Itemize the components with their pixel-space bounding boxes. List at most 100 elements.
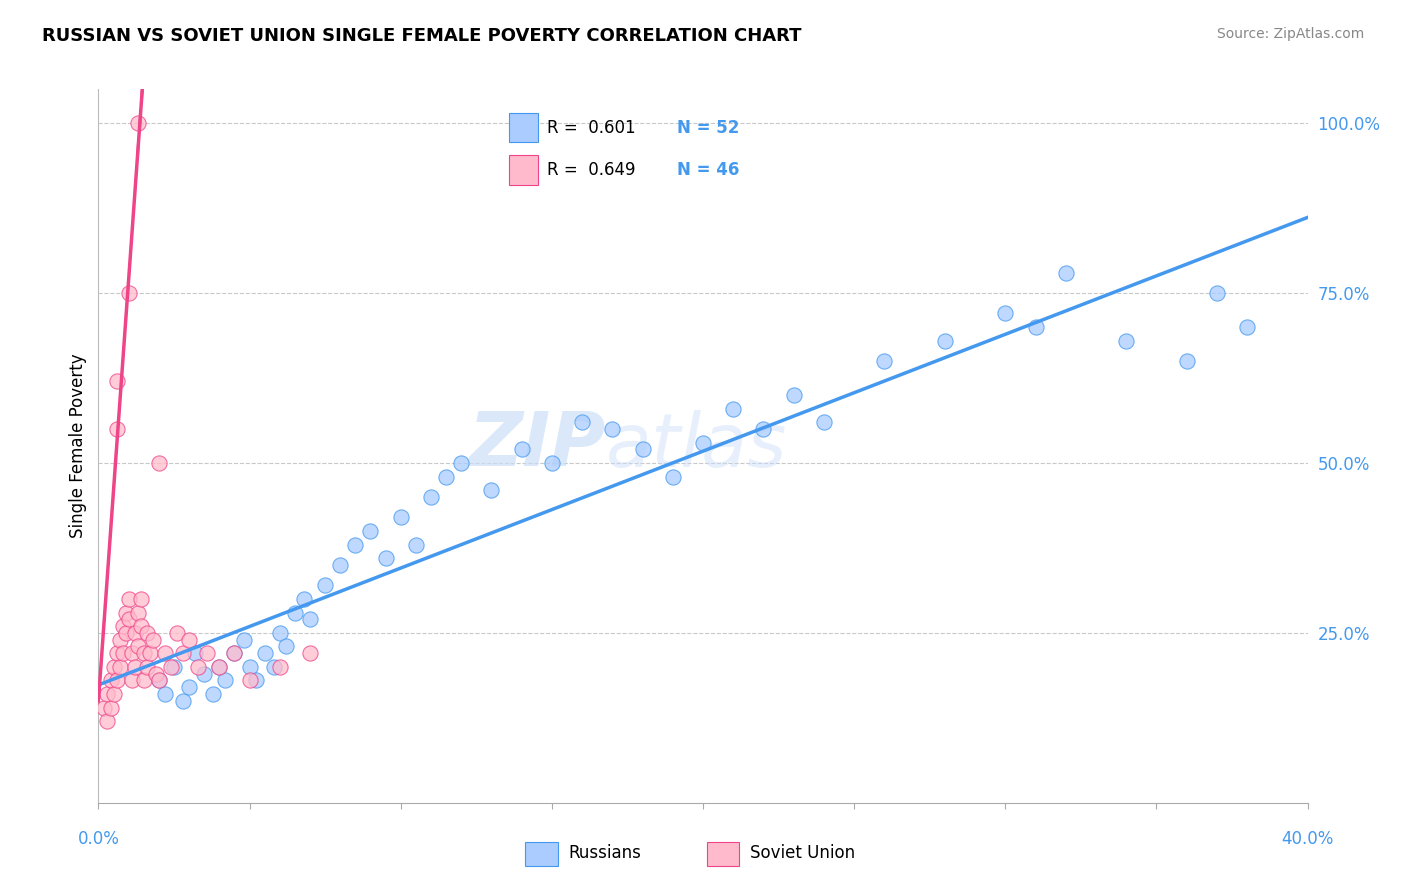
Point bbox=[108, 660, 131, 674]
Point bbox=[179, 680, 201, 694]
Point bbox=[208, 660, 231, 674]
Text: 40.0%: 40.0% bbox=[1281, 830, 1334, 848]
Point bbox=[105, 646, 128, 660]
Point bbox=[434, 469, 457, 483]
Point bbox=[1175, 354, 1198, 368]
Point bbox=[214, 673, 236, 688]
Point bbox=[692, 435, 714, 450]
Point bbox=[269, 660, 291, 674]
Point bbox=[187, 660, 209, 674]
Point bbox=[274, 640, 297, 654]
Point bbox=[105, 422, 128, 436]
Point bbox=[172, 694, 194, 708]
Point bbox=[108, 632, 131, 647]
Point bbox=[208, 660, 231, 674]
Point bbox=[314, 578, 336, 592]
Point bbox=[224, 646, 246, 660]
Point bbox=[184, 646, 207, 660]
Point bbox=[1236, 320, 1258, 334]
Point bbox=[232, 632, 254, 647]
Point bbox=[153, 687, 176, 701]
Point bbox=[172, 646, 194, 660]
Point bbox=[783, 388, 806, 402]
Point bbox=[1024, 320, 1046, 334]
Point bbox=[127, 640, 149, 654]
Point bbox=[124, 660, 146, 674]
Point bbox=[1115, 334, 1137, 348]
Point bbox=[263, 660, 285, 674]
Point bbox=[389, 510, 412, 524]
Point bbox=[239, 660, 262, 674]
Point bbox=[100, 700, 122, 714]
Point bbox=[163, 660, 186, 674]
Point bbox=[148, 456, 170, 470]
Point bbox=[100, 673, 122, 688]
Point bbox=[420, 490, 443, 504]
Point bbox=[148, 673, 170, 688]
Point bbox=[269, 626, 291, 640]
Point bbox=[631, 442, 654, 457]
Point bbox=[239, 673, 262, 688]
Point bbox=[148, 673, 170, 688]
Point bbox=[145, 666, 167, 681]
Point bbox=[103, 660, 125, 674]
Point bbox=[360, 524, 382, 538]
Point bbox=[450, 456, 472, 470]
Point bbox=[132, 646, 155, 660]
Point bbox=[1054, 266, 1077, 280]
Point bbox=[129, 619, 152, 633]
Point bbox=[510, 442, 533, 457]
Point bbox=[224, 646, 246, 660]
Point bbox=[111, 646, 134, 660]
Point bbox=[118, 612, 141, 626]
Point bbox=[114, 606, 136, 620]
Text: 0.0%: 0.0% bbox=[77, 830, 120, 848]
Point bbox=[202, 687, 225, 701]
Point bbox=[96, 687, 118, 701]
Point bbox=[245, 673, 267, 688]
Point bbox=[129, 591, 152, 606]
Point bbox=[135, 660, 157, 674]
Point bbox=[374, 551, 396, 566]
Text: Source: ZipAtlas.com: Source: ZipAtlas.com bbox=[1216, 27, 1364, 41]
Point bbox=[299, 646, 322, 660]
Point bbox=[139, 646, 162, 660]
Point bbox=[723, 401, 745, 416]
Point bbox=[405, 537, 427, 551]
Point bbox=[118, 286, 141, 301]
Point bbox=[253, 646, 276, 660]
Point bbox=[153, 646, 176, 660]
Point bbox=[132, 673, 155, 688]
Point bbox=[292, 591, 315, 606]
Point bbox=[118, 591, 141, 606]
Point bbox=[602, 422, 624, 436]
Text: RUSSIAN VS SOVIET UNION SINGLE FEMALE POVERTY CORRELATION CHART: RUSSIAN VS SOVIET UNION SINGLE FEMALE PO… bbox=[42, 27, 801, 45]
Point bbox=[127, 606, 149, 620]
Point bbox=[105, 673, 128, 688]
Point bbox=[284, 606, 307, 620]
Point bbox=[752, 422, 775, 436]
Point bbox=[195, 646, 218, 660]
Text: ZIP: ZIP bbox=[470, 409, 606, 483]
Point bbox=[160, 660, 183, 674]
Point bbox=[111, 619, 134, 633]
Point bbox=[114, 626, 136, 640]
Point bbox=[994, 306, 1017, 320]
Point bbox=[571, 415, 593, 429]
Point bbox=[329, 558, 352, 572]
Y-axis label: Single Female Poverty: Single Female Poverty bbox=[69, 354, 87, 538]
Point bbox=[93, 700, 115, 714]
Point bbox=[142, 632, 165, 647]
Point bbox=[661, 469, 683, 483]
Point bbox=[166, 626, 188, 640]
Point bbox=[124, 626, 146, 640]
Point bbox=[121, 646, 143, 660]
Point bbox=[813, 415, 835, 429]
Point bbox=[96, 714, 118, 729]
Point bbox=[121, 673, 143, 688]
Point bbox=[127, 116, 149, 130]
Point bbox=[105, 375, 128, 389]
Point bbox=[193, 666, 215, 681]
Text: atlas: atlas bbox=[606, 410, 787, 482]
Point bbox=[299, 612, 322, 626]
